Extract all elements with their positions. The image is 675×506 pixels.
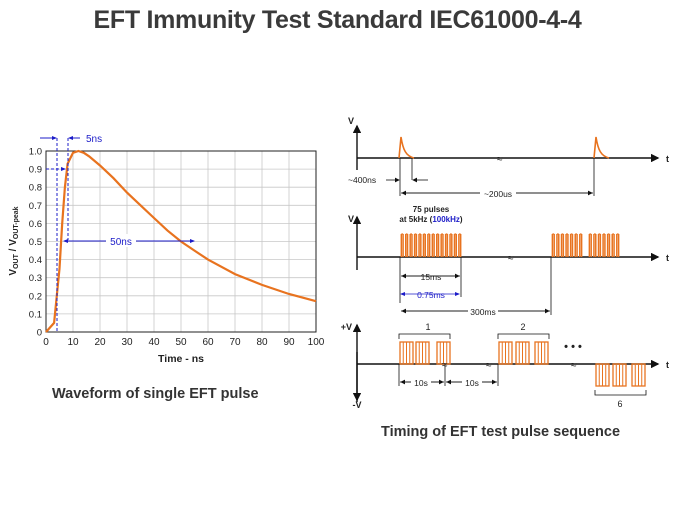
label-300ms: 300ms (470, 307, 496, 317)
label-rate: at 5kHz (100kHz) (399, 215, 462, 224)
row1-break: ≈ (497, 154, 503, 165)
x-tick-label: 80 (256, 337, 268, 348)
row-single-pulses: V t ≈ ~400ns ~200us (348, 116, 669, 199)
row1-pulse-a (398, 136, 415, 159)
y-tick-label: 0 (37, 328, 42, 339)
burst-repeat-b (588, 233, 620, 257)
row-bursts: V t 75 pulses at 5kHz (100kHz) ≈ 15ms 0.… (348, 205, 669, 317)
row3-axis-t: t (666, 360, 669, 370)
rise-time-label: 5ns (86, 134, 102, 145)
y-tick-label: 0.8 (29, 183, 42, 194)
x-axis-label: Time - ns (158, 353, 204, 365)
plot-frame (45, 150, 317, 333)
timing-diagram: V t ≈ ~400ns ~200us V t 75 pulses at 5kH… (341, 116, 669, 410)
row2-axis-t: t (666, 253, 669, 263)
pulse-curve-line (45, 149, 317, 333)
left-caption: Waveform of single EFT pulse (52, 386, 259, 402)
label-400ns: ~400ns (348, 175, 376, 185)
y-tick-label: 0.2 (29, 291, 42, 302)
row1-pulse-b (593, 136, 610, 159)
ellipsis: • • • (564, 341, 582, 353)
label-10s-b: 10s (465, 378, 479, 388)
row1-axis-v: V (348, 116, 354, 126)
label-200us: ~200us (484, 189, 512, 199)
bracket-1 (398, 333, 451, 339)
label-group-6: 6 (617, 399, 622, 409)
row2-break: ≈ (508, 253, 514, 264)
y-tick-label: 1.0 (29, 147, 42, 158)
label-10s-a: 10s (414, 378, 428, 388)
sequence-bursts (399, 341, 646, 387)
x-tick-label: 20 (94, 337, 106, 348)
single-pulse-chart: 0 10 20 30 40 50 60 70 80 90 100 0 0.1 0.2 0.3 0.4 0.5 0.… (8, 134, 325, 365)
x-tick-label: 60 (202, 337, 214, 348)
label-group-1: 1 (425, 322, 430, 332)
row3-break-c: ≈ (571, 360, 577, 371)
x-tick-label: 50 (175, 337, 187, 348)
x-tick-label: 30 (121, 337, 133, 348)
burst-main (400, 233, 462, 257)
x-tick-label: 70 (229, 337, 241, 348)
bracket-2 (497, 333, 550, 339)
x-tick-label: 90 (283, 337, 295, 348)
row3-break-b: ≈ (486, 360, 492, 371)
row1-axis-t: t (666, 154, 669, 164)
bracket-6 (594, 390, 647, 396)
right-caption: Timing of EFT test pulse sequence (381, 424, 621, 440)
y-axis-label: VOUT / VOUT-peak (8, 206, 20, 275)
slide-title: EFT Immunity Test Standard IEC61000-4-4 (93, 6, 582, 34)
axis-pos-v: +V (341, 322, 352, 332)
label-15ms: 15ms (421, 272, 442, 282)
row-sequence: +V -V t ≈ ≈ ≈ 1 2 • • • 6 10s 10s (341, 322, 669, 410)
label-075ms: 0.75ms (417, 290, 445, 300)
y-tick-label: 0.9 (29, 165, 42, 176)
x-tick-label: 40 (148, 337, 160, 348)
axis-neg-v: -V (353, 400, 362, 410)
x-tick-label: 100 (308, 337, 325, 348)
y-tick-label: 0.3 (29, 273, 42, 284)
x-tick-label: 0 (43, 337, 49, 348)
burst-repeat-a (551, 233, 583, 257)
y-tick-label: 0.5 (29, 237, 42, 248)
y-tick-label: 0.4 (29, 255, 42, 266)
row2-axis-v: V (348, 214, 354, 224)
pulse-width-label: 50ns (110, 237, 132, 248)
x-tick-label: 10 (67, 337, 79, 348)
label-75-pulses: 75 pulses (413, 205, 450, 214)
chart-ticks: 0 10 20 30 40 50 60 70 80 90 100 0 0.1 0.2 0.3 0.4 0.5 0.… (29, 147, 325, 349)
y-tick-label: 0.7 (29, 201, 42, 212)
y-tick-label: 0.1 (29, 309, 42, 320)
label-group-2: 2 (520, 322, 525, 332)
y-tick-label: 0.6 (29, 219, 42, 230)
